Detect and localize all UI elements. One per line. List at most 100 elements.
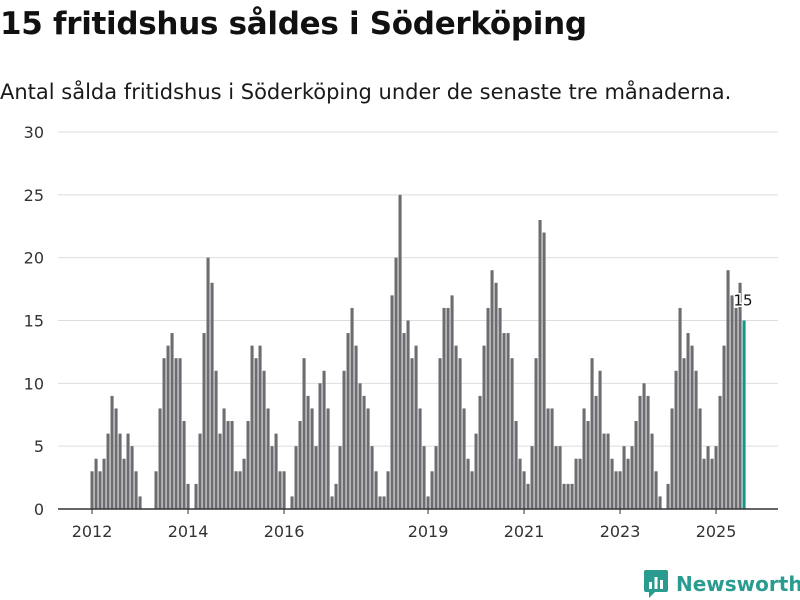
- bar: [602, 433, 606, 509]
- bar: [102, 458, 106, 509]
- bar: [682, 358, 686, 509]
- y-tick-label: 15: [24, 312, 44, 331]
- bar: [562, 483, 566, 509]
- bar: [638, 395, 642, 509]
- bar: [342, 370, 346, 509]
- bar: [614, 471, 618, 509]
- bar: [462, 408, 466, 509]
- bar: [282, 471, 286, 509]
- bar: [590, 358, 594, 509]
- chart-subtitle: Antal sålda fritidshus i Söderköping und…: [0, 80, 732, 104]
- bar: [482, 345, 486, 509]
- bar: [118, 433, 122, 509]
- bar: [670, 408, 674, 509]
- bar: [726, 270, 730, 509]
- bar: [470, 471, 474, 509]
- bar: [94, 458, 98, 509]
- bar: [182, 421, 186, 509]
- bar: [506, 333, 510, 509]
- bar: [246, 421, 250, 509]
- bar: [454, 345, 458, 509]
- bar: [450, 295, 454, 509]
- bar: [162, 358, 166, 509]
- bar: [174, 358, 178, 509]
- bar: [290, 496, 294, 509]
- brand-name: Newsworthy: [676, 572, 800, 596]
- bar: [294, 446, 298, 509]
- bar: [658, 496, 662, 509]
- y-tick-label: 20: [24, 249, 44, 268]
- x-tick-label: 2016: [264, 522, 305, 541]
- bar: [370, 446, 374, 509]
- bar: [434, 446, 438, 509]
- bar: [634, 421, 638, 509]
- bar: [110, 395, 114, 509]
- y-tick-label: 10: [24, 374, 44, 393]
- x-tick-label: 2019: [408, 522, 449, 541]
- y-tick-label: 25: [24, 186, 44, 205]
- bar: [502, 333, 506, 509]
- highlight-data-label: 15: [734, 292, 753, 310]
- bar: [466, 458, 470, 509]
- bar: [158, 408, 162, 509]
- bar: [406, 320, 410, 509]
- bar: [734, 307, 738, 509]
- bar: [346, 333, 350, 509]
- bar: [130, 446, 134, 509]
- bar: [718, 395, 722, 509]
- bar: [302, 358, 306, 509]
- bar: [526, 483, 530, 509]
- bar: [322, 370, 326, 509]
- bar: [458, 358, 462, 509]
- bar: [394, 257, 398, 509]
- bar: [642, 383, 646, 509]
- bar: [238, 471, 242, 509]
- chart-logo-icon: [644, 570, 668, 598]
- bar: [210, 282, 214, 509]
- bar: [178, 358, 182, 509]
- bar: [350, 307, 354, 509]
- bar: [574, 458, 578, 509]
- bar: [678, 307, 682, 509]
- bar: [738, 282, 742, 509]
- bar: [338, 446, 342, 509]
- bar: [618, 471, 622, 509]
- bar: [358, 383, 362, 509]
- bar: [398, 194, 402, 510]
- bar: [202, 333, 206, 509]
- bar: [138, 496, 142, 509]
- bar: [242, 458, 246, 509]
- bar: [538, 219, 542, 509]
- bar: [418, 408, 422, 509]
- bar: [646, 395, 650, 509]
- bar: [314, 446, 318, 509]
- bar: [114, 408, 118, 509]
- bar: [494, 282, 498, 509]
- bar: [706, 446, 710, 509]
- bar: [330, 496, 334, 509]
- bar: [530, 446, 534, 509]
- bar: [382, 496, 386, 509]
- bar: [218, 433, 222, 509]
- bar: [722, 345, 726, 509]
- bar: [230, 421, 234, 509]
- bar: [534, 358, 538, 509]
- bar: [518, 458, 522, 509]
- bar: [366, 408, 370, 509]
- x-tick-label: 2023: [600, 522, 641, 541]
- bar: [166, 345, 170, 509]
- bar: [386, 471, 390, 509]
- bar: [390, 295, 394, 509]
- bar: [254, 358, 258, 509]
- bar: [438, 358, 442, 509]
- y-tick-label: 5: [34, 437, 44, 456]
- bar: [402, 333, 406, 509]
- x-tick-label: 2012: [72, 522, 113, 541]
- bar: [154, 471, 158, 509]
- bar: [414, 345, 418, 509]
- bar: [598, 370, 602, 509]
- bar: [650, 433, 654, 509]
- bar: [214, 370, 218, 509]
- bar: [442, 307, 446, 509]
